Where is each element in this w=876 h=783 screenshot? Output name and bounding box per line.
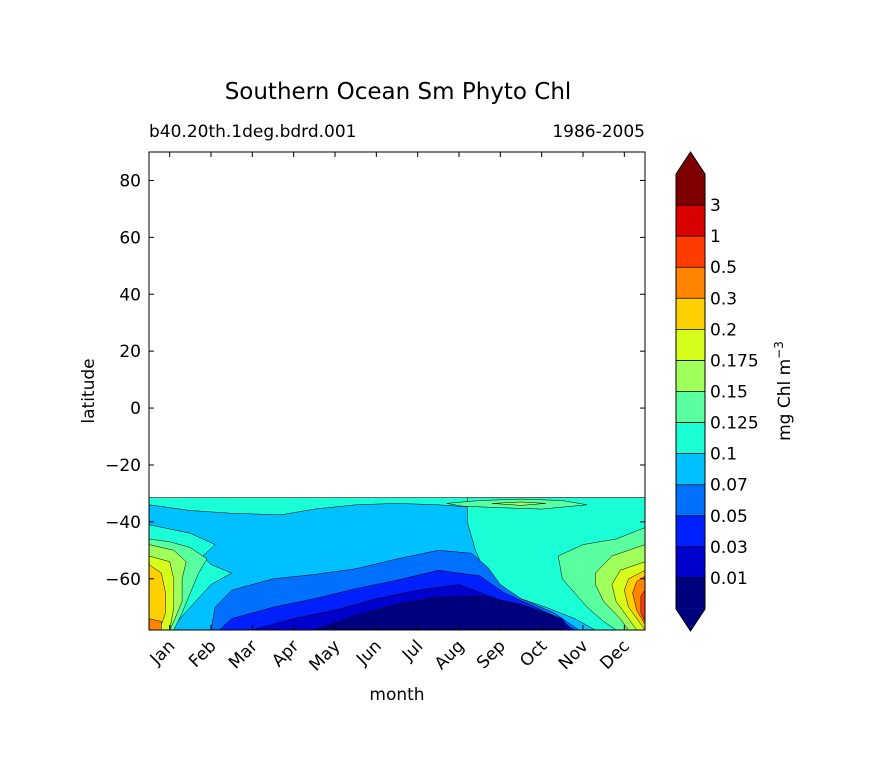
y-tick-label: 80 (119, 171, 141, 191)
x-tick-label: Mar (225, 636, 262, 673)
x-tick-label: Jul (398, 636, 427, 665)
colorbar-tick-label: 0.2 (710, 320, 737, 340)
x-tick-label: Sep (473, 636, 510, 673)
y-tick-label: −40 (105, 513, 141, 533)
colorbar: 0.01 0.03 0.05 0.07 0.1 0.125 0.15 0.175 0.2 0.3 0… (675, 151, 759, 632)
colorbar-tick-label: 0.01 (710, 569, 748, 589)
colorbar-segment (676, 577, 705, 609)
x-axis-label: month (369, 685, 424, 705)
colorbar-segment (676, 391, 705, 423)
colorbar-segment (676, 515, 705, 547)
colorbar-segment (676, 422, 705, 454)
colorbar-tick-label: 0.1 (710, 445, 737, 465)
plot-area (149, 497, 645, 630)
x-tick-label: May (306, 636, 345, 675)
colorbar-extend-max (676, 152, 705, 174)
colorbar-tick-label: 0.07 (710, 476, 748, 496)
colorbar-segment (676, 329, 705, 361)
colorbar-segment (676, 236, 705, 268)
colorbar-label-unit: mg Chl m (775, 359, 795, 441)
y-axis-label: latitude (79, 358, 99, 423)
colorbar-segment (676, 360, 705, 392)
x-tick-label: Aug (431, 636, 469, 674)
colorbar-segment (676, 205, 705, 237)
colorbar-tick-label: 0.3 (710, 289, 737, 309)
contour-region-sep-patch-0.15-0.175 (491, 501, 547, 506)
y-tick-label: 60 (119, 228, 141, 248)
colorbar-tick-label: 0.175 (710, 351, 759, 371)
y-tick-label: −20 (105, 456, 141, 476)
y-tick-label: 40 (119, 285, 141, 305)
contour-region-band-0.01-0.03 (314, 595, 567, 630)
y-tick-label: 20 (119, 342, 141, 362)
colorbar-segment (676, 546, 705, 578)
colorbar-tick-label: 1 (710, 227, 721, 247)
x-tick-label: Jan (146, 636, 179, 669)
plot-frame (148, 151, 646, 631)
colorbar-tick-label: 0.125 (710, 414, 759, 434)
colorbar-segment (676, 174, 705, 206)
y-tick-label: −60 (105, 570, 141, 590)
x-tick-label: Dec (596, 636, 633, 673)
chart-subtitle-right: 1986-2005 (552, 122, 645, 142)
colorbar-segment (676, 484, 705, 516)
colorbar-segment (676, 453, 705, 485)
colorbar-segment (676, 298, 705, 330)
y-tick-label: 0 (130, 399, 141, 419)
colorbar-tick-label: 0.5 (710, 258, 737, 278)
colorbar-tick-label: 3 (710, 196, 721, 216)
colorbar-extend-min (676, 609, 705, 631)
y-axis: 80 60 40 20 0 −20 −40 −60 (105, 171, 645, 590)
x-tick-label: Apr (268, 636, 303, 671)
colorbar-tick-label: 0.03 (710, 538, 748, 558)
x-tick-label: Oct (516, 636, 551, 671)
chart-subtitle-left: b40.20th.1deg.bdrd.001 (149, 122, 356, 142)
x-tick-label: Feb (185, 636, 220, 671)
contour-region-summer-0.3-0.5 (149, 618, 162, 630)
colorbar-label: mg Chl m−3 (772, 341, 795, 441)
colorbar-tick-label: 0.05 (710, 507, 748, 527)
colorbar-label-exponent: −3 (772, 341, 786, 359)
x-tick-label: Nov (555, 636, 593, 674)
colorbar-outline (675, 151, 706, 632)
chart-title: Southern Ocean Sm Phyto Chl (225, 79, 572, 105)
contour-region-summer-0.2-0.3 (149, 564, 166, 625)
contour-region-spring-0.5-1 (640, 589, 645, 622)
colorbar-segment (676, 267, 705, 299)
x-tick-label: Jun (352, 636, 386, 670)
colorbar-tick-label: 0.15 (710, 383, 748, 403)
